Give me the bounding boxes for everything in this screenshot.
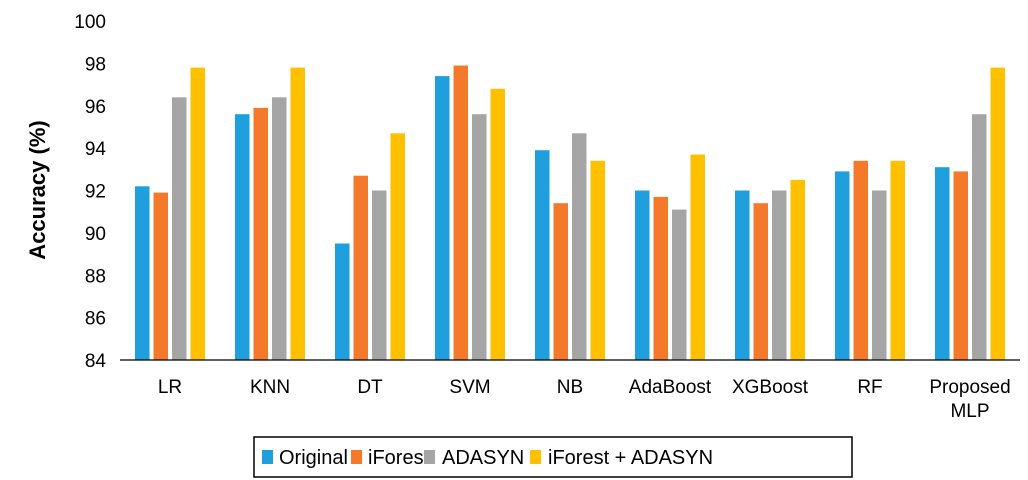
legend-label: ADASYN [442,447,524,469]
legend-swatch [424,450,435,464]
x-tick-label: RF [857,377,882,398]
x-tick-label: XGBoost [732,377,809,398]
y-tick-label: 86 [85,309,106,330]
y-axis-title: Accuracy (%) [25,120,50,259]
bar-adasyn [572,133,587,360]
x-tick-label: Proposed [929,377,1010,398]
bar-iforest-adasyn [590,160,605,360]
legend-label: iForest [368,447,430,469]
legend: Original iForest ADASYN iForest + ADASYN [253,436,853,478]
y-tick-label: 92 [85,182,106,203]
bar-iforest [953,171,968,360]
bar-iforest [453,65,468,360]
bar-iforest [753,203,768,360]
legend-swatch [530,450,541,464]
x-tick-label: SVM [449,377,490,398]
x-tick-label: DT [357,377,383,398]
x-axis-labels: LR KNN DT SVM NB AdaBoost XGBoost RF Proposed MLP [158,377,1011,422]
bar-original [735,190,750,360]
y-tick-label: 88 [85,266,106,287]
legend-swatch [351,450,362,464]
bar-original [435,76,450,360]
bar-adasyn [772,190,787,360]
bar-iforest [553,203,568,360]
bar-iforest [253,107,268,361]
bar-iforest-adasyn [390,133,405,360]
bar-adasyn [172,97,187,361]
bar-iforest-adasyn [890,160,905,360]
bar-iforest-adasyn [490,88,505,361]
bar-original [135,186,150,360]
legend-label: Original [279,447,348,469]
bar-adasyn [872,190,887,360]
y-tick-label: 90 [85,224,106,245]
bar-iforest-adasyn [990,67,1005,360]
bar-iforest-adasyn [290,67,305,360]
bar-iforest-adasyn [190,67,205,360]
legend-swatch [262,450,273,464]
x-tick-label: KNN [250,377,290,398]
bar-iforest [853,160,868,360]
bar-original [335,243,350,360]
bar-adasyn [972,114,987,360]
bar-adasyn [372,190,387,360]
y-axis-ticks: 84 86 88 90 92 94 96 98 100 [74,12,106,372]
x-tick-label: NB [557,377,583,398]
y-tick-label: 100 [74,12,106,33]
legend-label: iForest + ADASYN [548,447,713,469]
bar-adasyn [672,209,687,360]
legend-box [253,436,853,478]
x-tick-label: LR [158,377,182,398]
x-tick-label: MLP [950,401,989,422]
bars [135,65,1005,361]
bar-iforest-adasyn [790,179,805,360]
bar-original [635,190,650,360]
bar-iforest [653,196,668,360]
bar-adasyn [472,114,487,360]
y-tick-label: 96 [85,97,106,118]
bar-iforest [153,192,168,360]
bar-original [935,167,950,360]
y-tick-label: 94 [85,139,107,160]
bar-original [835,171,850,360]
bar-original [235,114,250,360]
bar-iforest-adasyn [690,154,705,360]
x-tick-label: AdaBoost [629,377,712,398]
bar-original [535,150,550,360]
y-tick-label: 84 [85,351,107,372]
y-tick-label: 98 [85,54,106,75]
bar-adasyn [272,97,287,361]
bar-iforest [353,175,368,360]
